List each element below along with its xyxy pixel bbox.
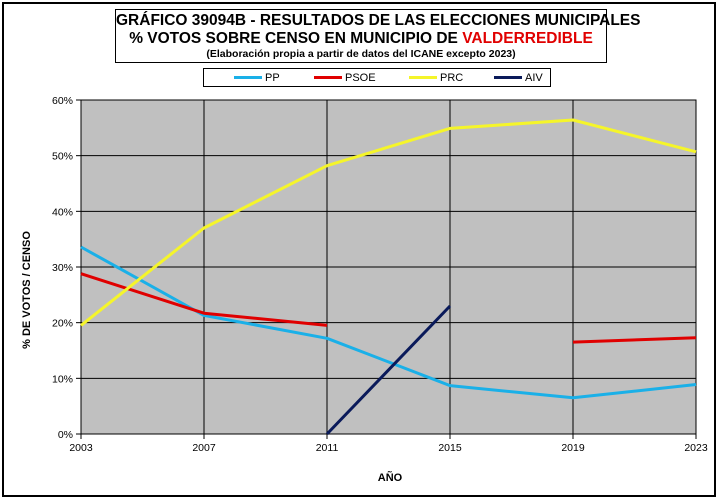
legend-swatch-pp xyxy=(234,76,262,79)
y-tick-label: 30% xyxy=(52,262,73,274)
chart-legend: PP PSOE PRC AIV xyxy=(203,68,551,87)
axes: 0% 10% 20% 30% 40% 50% 60% 2003 2007 2011 2015 2019… xyxy=(52,95,708,454)
x-tick-label: 2015 xyxy=(438,442,462,454)
y-axis-label: % DE VOTOS / CENSO xyxy=(21,231,33,349)
legend-item-psoe: PSOE xyxy=(314,69,376,86)
legend-label-pp: PP xyxy=(265,71,280,84)
y-tick-label: 40% xyxy=(52,206,73,218)
series-lines xyxy=(80,118,697,436)
legend-item-pp: PP xyxy=(234,69,280,86)
x-tick-label: 2003 xyxy=(69,442,93,454)
chart-source-note: (Elaboración propia a partir de datos de… xyxy=(206,48,516,60)
series-line-pp xyxy=(80,245,697,400)
x-tick-label: 2007 xyxy=(192,442,216,454)
x-tick-label: 2011 xyxy=(316,442,339,454)
chart-title-box: GRÁFICO 39094B - RESULTADOS DE LAS ELECC… xyxy=(115,9,641,63)
x-axis-label: AÑO xyxy=(378,471,403,484)
legend-label-aiv: AIV xyxy=(525,71,543,84)
chart-subtitle: % VOTOS SOBRE CENSO EN MUNICIPIO DE VALD… xyxy=(116,30,606,48)
legend-item-aiv: AIV xyxy=(494,69,543,86)
legend-item-prc: PRC xyxy=(409,69,463,86)
municipality-name: VALDERREDIBLE xyxy=(462,30,593,47)
series-line-psoe xyxy=(80,272,328,327)
series-line-aiv xyxy=(325,304,452,436)
y-tick-label: 60% xyxy=(52,95,73,107)
legend-label-prc: PRC xyxy=(440,71,464,84)
legend-swatch-psoe xyxy=(314,76,342,79)
y-tick-label: 0% xyxy=(58,429,73,441)
legend-swatch-prc xyxy=(409,76,437,79)
legend-swatch-aiv xyxy=(494,76,522,79)
chart-title: GRÁFICO 39094B - RESULTADOS DE LAS ELECC… xyxy=(116,12,641,29)
series-line-prc xyxy=(80,118,697,327)
series-line-psoe xyxy=(572,336,697,344)
y-tick-label: 20% xyxy=(52,318,73,330)
grid-lines xyxy=(81,100,696,434)
y-tick-label: 50% xyxy=(52,151,73,163)
x-tick-label: 2019 xyxy=(561,442,585,454)
chart-subtitle-prefix: % VOTOS SOBRE CENSO EN MUNICIPIO DE xyxy=(129,30,463,47)
legend-label-psoe: PSOE xyxy=(345,71,376,84)
x-tick-label: 2023 xyxy=(684,442,708,454)
y-tick-label: 10% xyxy=(52,373,73,385)
